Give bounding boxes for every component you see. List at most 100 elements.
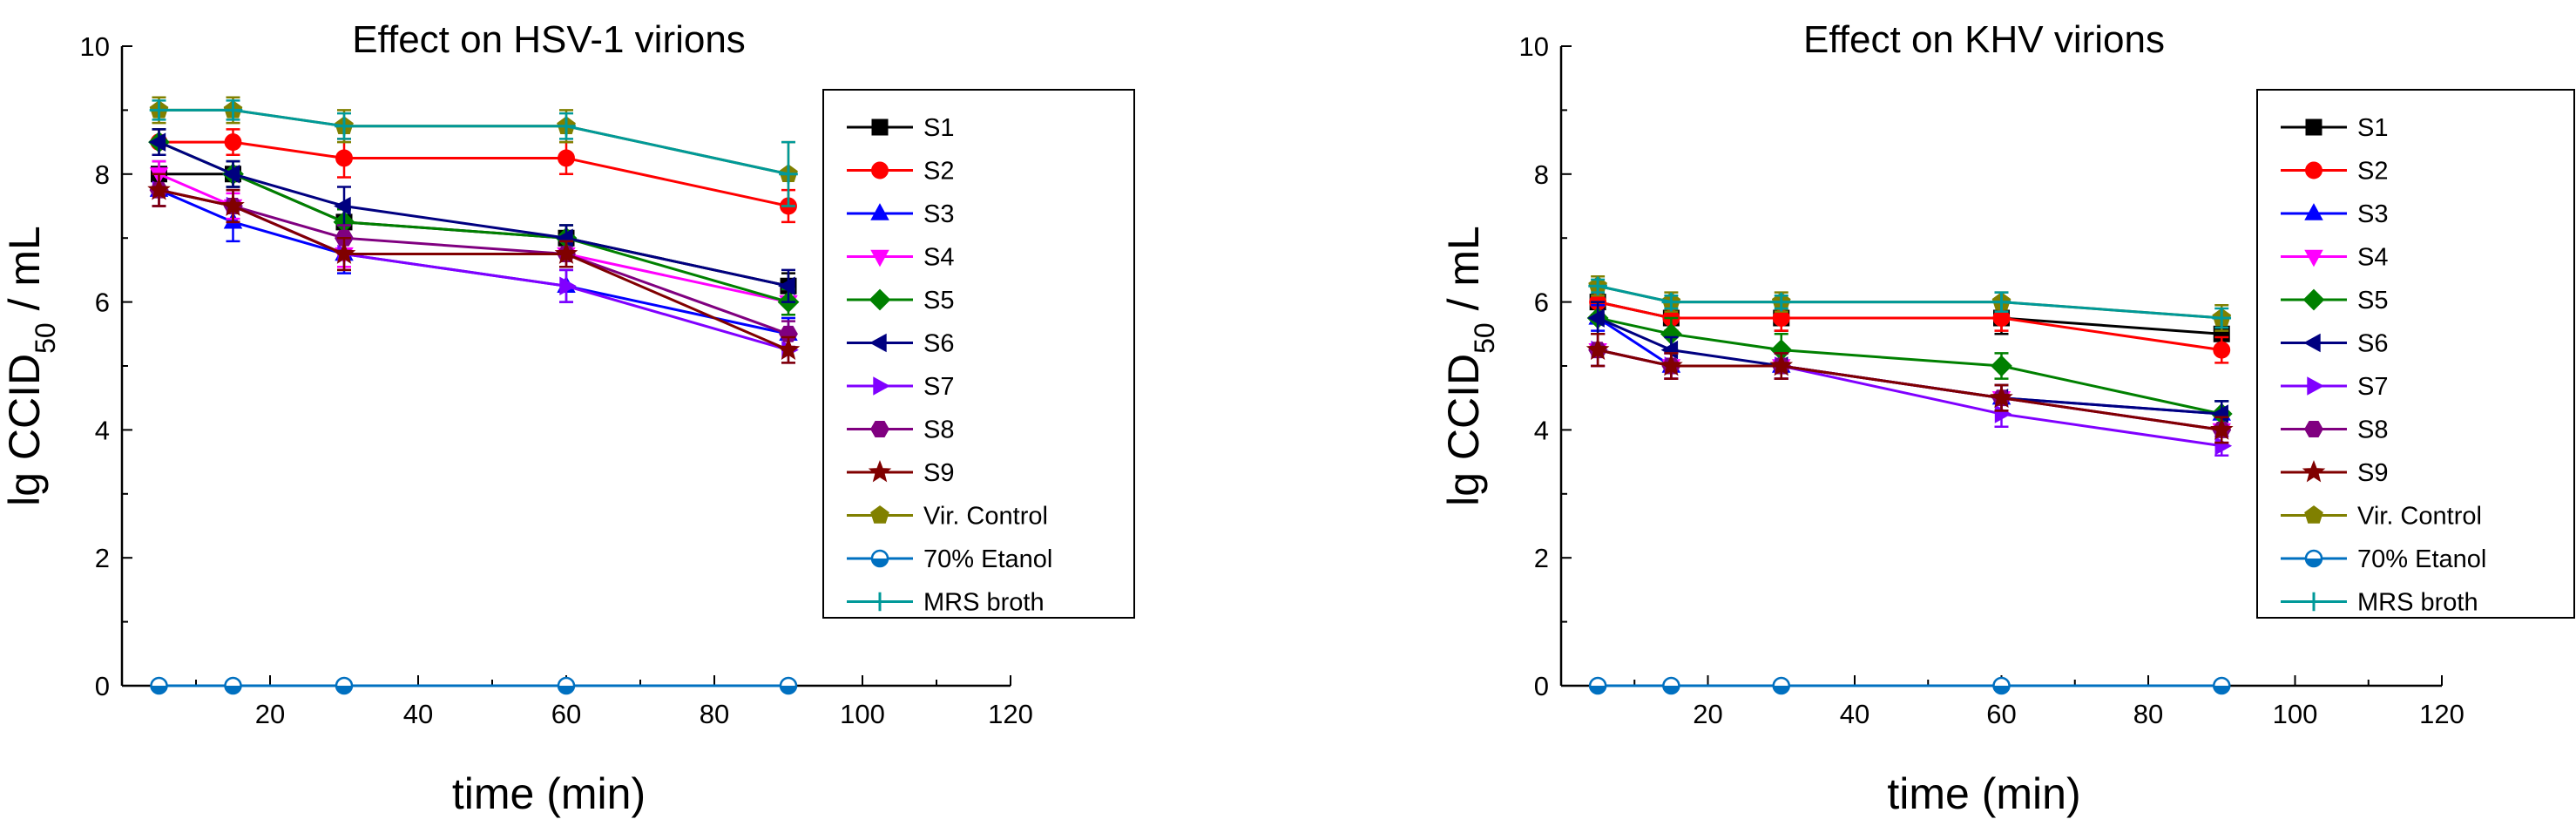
plot-area (147, 96, 801, 695)
x-tick-label: 60 (551, 699, 581, 729)
legend-marker (2304, 505, 2323, 524)
series-line (1597, 349, 2222, 431)
legend-marker (870, 203, 889, 220)
data-point (776, 337, 801, 360)
y-tick-label: 8 (1534, 159, 1549, 190)
legend-entry: S1 (847, 114, 954, 142)
data-point (1585, 337, 1610, 360)
data-point (221, 193, 245, 216)
legend-label: Vir. Control (923, 503, 1048, 531)
legend-marker (2303, 333, 2321, 353)
data-point (1772, 676, 1790, 695)
data-point (335, 676, 354, 695)
legend-entry: S6 (847, 330, 954, 358)
legend-marker (2305, 161, 2322, 179)
y-axis-label-unit: / mL (1439, 226, 1488, 322)
x-tick-label: 60 (1986, 699, 2016, 729)
data-point (1660, 354, 1683, 376)
data-point (1587, 308, 1605, 328)
legend-entry: S5 (2281, 287, 2388, 315)
legend-label: MRS broth (2357, 589, 2478, 617)
data-point (1662, 676, 1680, 695)
data-point (149, 100, 169, 120)
series-line (159, 173, 789, 288)
legend-marker (870, 249, 889, 267)
legend-label: S4 (2357, 244, 2388, 272)
legend-marker (869, 288, 891, 311)
data-point (1588, 276, 1607, 296)
chart-hsv1: Effect on HSV-1 virions time (min) lg CC… (0, 18, 1135, 818)
legend-label: S1 (2357, 114, 2388, 142)
y-tick-label: 6 (95, 288, 110, 318)
x-tick-label: 40 (1840, 699, 1869, 729)
data-point (150, 676, 168, 695)
data-point (779, 165, 798, 184)
data-point (2209, 417, 2234, 440)
legend-marker (2304, 203, 2323, 220)
x-tick-label: 20 (255, 699, 285, 729)
legend-entry: S7 (847, 373, 954, 401)
y-tick-label: 0 (95, 671, 110, 701)
legend-label: S4 (923, 244, 954, 272)
data-point (778, 276, 795, 295)
legend-marker (870, 592, 889, 612)
data-point (558, 149, 575, 167)
y-axis-label: lg CCID50 / mL (1439, 226, 1500, 506)
data-point (1660, 340, 1679, 360)
series (1588, 276, 2232, 329)
y-tick-label: 4 (1534, 415, 1549, 445)
legend-label: S5 (2357, 287, 2388, 315)
data-point (2213, 341, 2231, 359)
legend-marker (870, 505, 889, 524)
y-axis-label: lg CCID50 / mL (0, 226, 61, 506)
y-axis-label-subscript: 50 (1469, 322, 1500, 354)
legend: S1 S2 S3 S4 S5 S6 S7 S8 S9 Vir. Control 70% Etanol… (2256, 89, 2575, 619)
legend-marker (870, 549, 889, 568)
series (149, 99, 798, 207)
legend-marker (2305, 118, 2322, 136)
series (1587, 301, 2229, 428)
x-tick-label: 80 (2133, 699, 2163, 729)
legend-marker (870, 421, 889, 437)
series (1588, 333, 2231, 444)
data-point (1990, 385, 2013, 409)
data-point (1771, 292, 1791, 312)
series-line (158, 173, 789, 304)
legend-entry: S2 (2281, 158, 2388, 186)
x-tick-label: 80 (700, 699, 729, 729)
y-tick-label: 4 (95, 415, 110, 445)
series (150, 676, 798, 695)
y-tick-label: 6 (1534, 288, 1549, 318)
legend-label: Vir. Control (2357, 503, 2482, 531)
series-line (1597, 349, 2222, 431)
legend-entry: S4 (2281, 244, 2388, 272)
legend-marker (873, 376, 890, 396)
series (149, 159, 798, 316)
series (148, 128, 795, 303)
legend-label: S7 (2357, 373, 2388, 401)
y-axis-label-main: lg CCID (0, 354, 49, 506)
y-tick-label: 10 (1519, 31, 1549, 62)
legend-entry: Vir. Control (847, 503, 1048, 531)
chart-title: Effect on HSV-1 virions (352, 18, 746, 61)
legend-entry: S9 (2281, 459, 2388, 487)
y-tick-label: 8 (95, 159, 110, 190)
data-point (1994, 404, 2012, 423)
data-point (335, 116, 354, 136)
legend-marker (2302, 288, 2325, 311)
x-axis-label: time (min) (1887, 769, 2080, 818)
data-point (335, 149, 353, 167)
y-axis-label-main: lg CCID (1439, 354, 1488, 506)
legend-label: MRS broth (923, 589, 1045, 617)
legend-label: S2 (2357, 158, 2388, 186)
legend: S1 S2 S3 S4 S5 S6 S7 S8 S9 Vir. Control 70% Etanol… (822, 89, 1135, 619)
series (1588, 333, 2232, 444)
legend-marker (868, 460, 892, 483)
chart-khv: Effect on KHV virions time (min) lg CCID… (1439, 18, 2575, 818)
x-tick-label: 20 (1693, 699, 1722, 729)
series (150, 128, 797, 224)
data-point (147, 178, 171, 200)
chart-title: Effect on KHV virions (1803, 18, 2165, 61)
data-point (2213, 676, 2231, 695)
legend-entry: S3 (2281, 200, 2388, 228)
